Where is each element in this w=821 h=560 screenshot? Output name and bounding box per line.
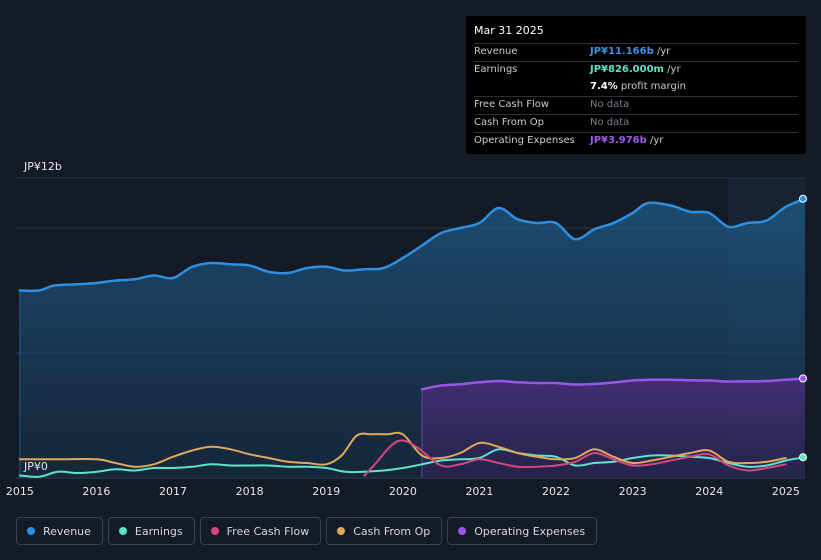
area-fills xyxy=(19,198,806,479)
y-axis-bottom-label: JP¥0 xyxy=(23,460,48,473)
legend-item-earnings[interactable]: Earnings xyxy=(107,517,195,545)
tooltip-row-revenue: Revenue JP¥11.166b /yr xyxy=(474,43,798,61)
tooltip-label-revenue: Revenue xyxy=(474,46,518,57)
tooltip-label-opex: Operating Expenses xyxy=(474,135,575,146)
legend-label-fcf: Free Cash Flow xyxy=(226,524,310,538)
tooltip-value-cfo: No data xyxy=(590,117,630,128)
tooltip-label-cfo: Cash From Op xyxy=(474,117,545,128)
tooltip-row-fcf: Free Cash Flow No data xyxy=(474,96,798,114)
tooltip-unit-revenue: /yr xyxy=(653,46,671,57)
legend-item-opex[interactable]: Operating Expenses xyxy=(447,517,598,545)
tooltip-value-opex: JP¥3.976b xyxy=(590,135,647,146)
tooltip-row-opex: Operating Expenses JP¥3.976b /yr xyxy=(474,132,798,150)
legend-item-revenue[interactable]: Revenue xyxy=(16,517,103,545)
tooltip-unit-opex: /yr xyxy=(646,135,664,146)
x-tick-label: 2017 xyxy=(159,485,187,498)
fcf-dot-icon xyxy=(210,527,219,535)
tooltip-value-fcf: No data xyxy=(590,99,630,110)
x-tick-label: 2024 xyxy=(695,485,723,498)
legend-label-opex: Operating Expenses xyxy=(474,524,586,538)
legend-label-revenue: Revenue xyxy=(43,524,91,538)
x-tick-label: 2020 xyxy=(389,485,417,498)
revenue-dot-icon xyxy=(27,527,35,535)
opex-end-marker xyxy=(799,374,807,383)
x-tick-label: 2015 xyxy=(6,485,34,498)
tooltip-unit-earnings: /yr xyxy=(663,64,681,75)
legend-label-cfo: Cash From Op xyxy=(353,524,431,538)
x-tick-label: 2016 xyxy=(82,485,110,498)
tooltip-row-margin: 7.4% profit margin xyxy=(474,79,798,96)
tooltip-row-earnings: Earnings JP¥826.000m /yr xyxy=(474,61,798,79)
opex-line xyxy=(420,377,807,391)
legend-label-earnings: Earnings xyxy=(134,524,183,538)
data-tooltip: Mar 31 2025 Revenue JP¥11.166b /yr Earni… xyxy=(466,16,806,154)
x-tick-label: 2022 xyxy=(542,485,570,498)
legend-item-fcf[interactable]: Free Cash Flow xyxy=(199,517,322,545)
tooltip-label-earnings: Earnings xyxy=(474,64,518,75)
cfo-dot-icon xyxy=(337,527,346,535)
end-markers xyxy=(799,194,807,462)
legend: Revenue Earnings Free Cash Flow Cash Fro… xyxy=(16,517,598,545)
x-tick-label: 2019 xyxy=(312,485,340,498)
y-axis-top-label: JP¥12b xyxy=(23,160,62,173)
tooltip-value-margin: 7.4% xyxy=(590,81,618,92)
tooltip-value-earnings: JP¥826.000m xyxy=(590,64,664,75)
x-tick-label: 2025 xyxy=(772,485,800,498)
x-tick-label: 2021 xyxy=(465,485,493,498)
tooltip-unit-margin: profit margin xyxy=(617,81,686,92)
earnings-dot-icon xyxy=(118,527,127,535)
earnings-end-marker xyxy=(799,453,807,462)
tooltip-label-fcf: Free Cash Flow xyxy=(474,99,550,110)
tooltip-row-cfo: Cash From Op No data xyxy=(474,114,798,132)
revenue-end-marker xyxy=(799,194,807,203)
legend-item-cfo[interactable]: Cash From Op xyxy=(326,517,443,545)
x-tick-label: 2018 xyxy=(236,485,264,498)
series-lines xyxy=(18,197,807,478)
x-axis-ticks: 2015 2016 2017 2018 2019 2020 2021 2022 2023 2024… xyxy=(6,485,800,498)
opex-dot-icon xyxy=(458,527,467,535)
fcf-line xyxy=(363,439,787,477)
revenue-line xyxy=(18,197,807,293)
tooltip-date: Mar 31 2025 xyxy=(474,24,544,37)
x-tick-label: 2023 xyxy=(619,485,647,498)
tooltip-value-revenue: JP¥11.166b xyxy=(590,46,654,57)
